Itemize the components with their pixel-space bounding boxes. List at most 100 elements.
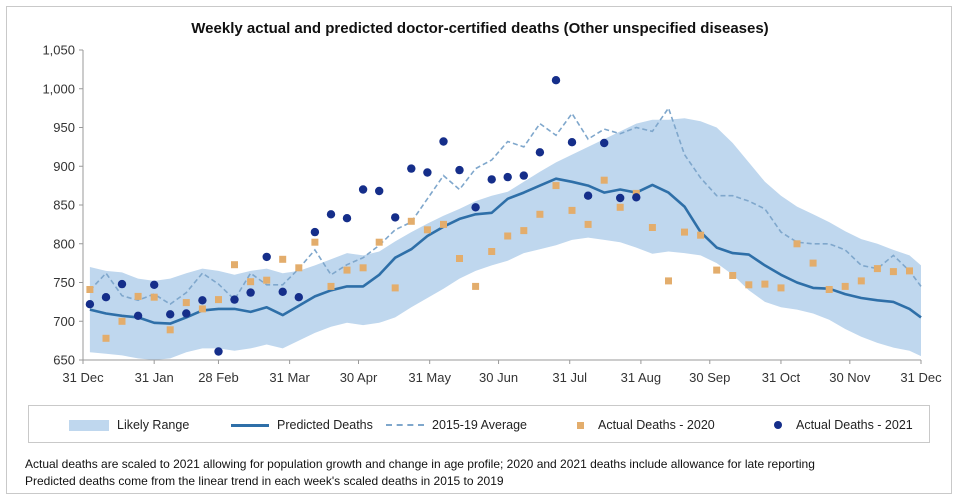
x-tick-label: 30 Apr bbox=[340, 370, 378, 385]
actual-2020-point bbox=[536, 210, 544, 218]
actual-2020-point bbox=[311, 238, 319, 246]
actual-2020-point bbox=[697, 231, 705, 239]
actual-2020-point bbox=[150, 293, 158, 301]
actual-2020-point bbox=[86, 286, 94, 293]
legend-item-predicted: Predicted Deaths bbox=[231, 417, 373, 433]
predicted-deaths-line bbox=[89, 177, 922, 325]
legend-item-likely-range: Likely Range bbox=[69, 417, 189, 433]
actual-2020-point bbox=[857, 277, 865, 285]
actual-2021-point bbox=[262, 252, 271, 262]
y-tick-label: 650 bbox=[53, 353, 75, 368]
actual-2020-point bbox=[182, 299, 190, 307]
x-tick-label: 30 Sep bbox=[689, 370, 730, 385]
actual-2020-point bbox=[263, 276, 271, 284]
actual-2020-point bbox=[327, 282, 335, 290]
actual-2020-point bbox=[504, 232, 512, 240]
legend-label: Predicted Deaths bbox=[277, 418, 373, 432]
actual-2020-point bbox=[777, 284, 785, 292]
actual-2020-point bbox=[375, 238, 383, 246]
actual-2020-point bbox=[488, 248, 496, 255]
actual-2021-point bbox=[455, 165, 464, 175]
legend-label: Actual Deaths - 2020 bbox=[598, 418, 715, 432]
actual-2020-point bbox=[729, 272, 737, 279]
legend-item-actual-2021: Actual Deaths - 2021 bbox=[774, 417, 913, 433]
legend-label: Likely Range bbox=[117, 418, 190, 432]
actual-2021-point bbox=[423, 168, 432, 177]
actual-2021-point bbox=[375, 186, 384, 196]
actual-2021-point bbox=[198, 296, 207, 305]
legend-swatch-dashed bbox=[386, 424, 424, 426]
actual-2020-point bbox=[440, 220, 447, 228]
x-tick-label: 30 Jun bbox=[479, 370, 518, 385]
footnote-2: Predicted deaths come from the linear tr… bbox=[25, 474, 504, 488]
actual-2021-point bbox=[616, 193, 625, 203]
actual-2020-point bbox=[713, 266, 721, 274]
actual-2020-point bbox=[215, 296, 222, 304]
actual-2021-point bbox=[358, 185, 368, 194]
actual-2020-point bbox=[295, 264, 303, 272]
actual-2020-point bbox=[793, 240, 801, 248]
legend-label: Actual Deaths - 2021 bbox=[796, 418, 913, 432]
actual-2020-point bbox=[231, 261, 238, 269]
x-tick-label: 28 Feb bbox=[198, 370, 238, 385]
actual-2021-point bbox=[583, 191, 593, 200]
y-tick-label: 900 bbox=[53, 159, 75, 174]
legend-swatch-dot bbox=[774, 421, 782, 429]
actual-2020-point bbox=[600, 176, 608, 184]
x-tick-label: 31 Dec bbox=[62, 370, 104, 385]
actual-2021-point bbox=[230, 295, 239, 304]
actual-2020-point bbox=[102, 334, 110, 342]
actual-2020-point bbox=[745, 281, 753, 289]
x-tick-label: 31 Aug bbox=[621, 370, 662, 385]
y-tick-label: 1,050 bbox=[42, 43, 75, 58]
actual-2020-point bbox=[279, 255, 287, 263]
actual-2020-point bbox=[166, 326, 174, 334]
actual-2020-point bbox=[359, 264, 367, 272]
actual-2021-point bbox=[133, 311, 143, 320]
actual-2021-point bbox=[310, 227, 320, 237]
actual-2020-point bbox=[568, 206, 576, 214]
actual-2021-point bbox=[101, 293, 111, 302]
actual-2020-point bbox=[456, 255, 463, 262]
actual-2021-point bbox=[391, 213, 400, 222]
y-tick-label: 700 bbox=[53, 314, 75, 329]
actual-2020-point bbox=[889, 268, 897, 276]
y-tick-label: 1,000 bbox=[42, 81, 75, 96]
actual-2020-point bbox=[648, 224, 656, 231]
actual-2021-point bbox=[182, 309, 191, 318]
x-tick-label: 31 Oct bbox=[762, 370, 801, 385]
actual-2020-point bbox=[520, 227, 528, 235]
actual-2021-point bbox=[166, 310, 175, 319]
actual-2021-point bbox=[342, 214, 352, 223]
x-tick-label: 31 May bbox=[408, 370, 451, 385]
x-tick-label: 31 Dec bbox=[900, 370, 942, 385]
actual-2021-point bbox=[535, 148, 545, 157]
legend-swatch-line bbox=[231, 423, 269, 427]
x-tick-label: 30 Nov bbox=[829, 370, 871, 385]
actual-2020-point bbox=[407, 217, 415, 225]
actual-2021-point bbox=[326, 210, 336, 219]
x-tick-label: 31 Jan bbox=[135, 370, 174, 385]
actual-2020-point bbox=[472, 282, 480, 290]
y-tick-label: 950 bbox=[53, 120, 75, 135]
actual-2020-point bbox=[681, 228, 688, 236]
actual-2020-point bbox=[423, 226, 431, 234]
actual-2021-point bbox=[487, 175, 496, 184]
y-tick-label: 750 bbox=[53, 275, 75, 290]
actual-2020-point bbox=[247, 278, 255, 286]
x-tick-label: 31 Jul bbox=[552, 370, 587, 385]
actual-2021-point bbox=[551, 76, 561, 85]
actual-2021-point bbox=[246, 288, 255, 297]
actual-2021-point bbox=[519, 171, 528, 180]
x-tick-label: 31 Mar bbox=[269, 370, 310, 385]
actual-2021-point bbox=[503, 172, 512, 182]
actual-2020-point bbox=[198, 305, 206, 313]
actual-2020-point bbox=[343, 266, 351, 274]
actual-2021-point bbox=[150, 280, 159, 289]
legend-item-actual-2020: Actual Deaths - 2020 bbox=[577, 417, 715, 433]
actual-2020-point bbox=[584, 220, 592, 228]
actual-2021-point bbox=[407, 164, 416, 173]
actual-2020-point bbox=[552, 182, 560, 190]
actual-2020-point bbox=[134, 292, 142, 300]
actual-2021-point bbox=[294, 293, 303, 302]
